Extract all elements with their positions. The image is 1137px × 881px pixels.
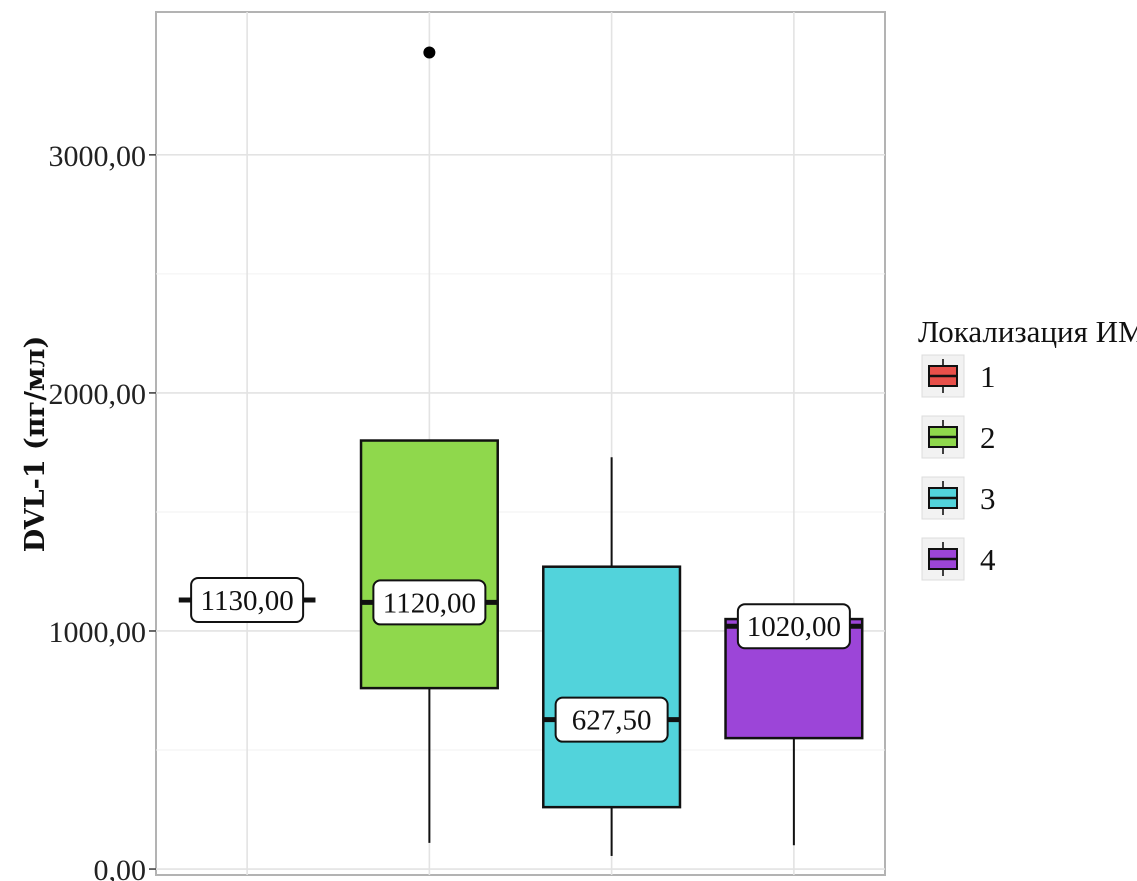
median-label: 1130,00 (201, 585, 294, 617)
median-label-box (736, 603, 851, 650)
y-axis-title: DVL-1 (пг/мл) (20, 336, 51, 552)
legend-title: Локализация ИМ (918, 314, 1137, 349)
box-group: 1130,00 (178, 577, 316, 624)
median-label-box (372, 579, 487, 626)
legend-label: 1 (980, 359, 996, 394)
legend-label: 3 (980, 481, 996, 516)
y-axis-ticks: 0,00 1000,00 2000,00 3000,00 (49, 140, 156, 881)
box-group: 627,50 (542, 457, 682, 856)
legend-label: 2 (980, 420, 996, 455)
legend-item: 4 (921, 537, 996, 581)
plot-panel (155, 11, 886, 876)
legend-item: 1 (921, 354, 996, 398)
y-tick-label: 3000,00 (49, 140, 147, 173)
legend-label: 4 (980, 542, 996, 577)
median-label: 627,50 (572, 705, 652, 737)
outlier-point (423, 46, 436, 59)
y-tick-label: 0,00 (94, 854, 147, 881)
box-group: 1020,00 (724, 603, 864, 846)
median-label: 1120,00 (383, 587, 476, 619)
legend: Локализация ИМ 1 2 3 4 (918, 314, 1137, 581)
box-group: 1120,00 (359, 46, 499, 843)
median-label-box (554, 696, 669, 743)
boxes: 1130,00 1120,00 627,50 1020,00 (178, 46, 864, 856)
box (359, 439, 499, 690)
median-label: 1020,00 (747, 611, 841, 643)
median-label-box (190, 577, 305, 624)
y-tick-label: 1000,00 (49, 616, 147, 649)
legend-item: 2 (921, 415, 996, 459)
y-tick-label: 2000,00 (49, 378, 147, 411)
legend-item: 3 (921, 476, 996, 520)
box (542, 565, 682, 809)
